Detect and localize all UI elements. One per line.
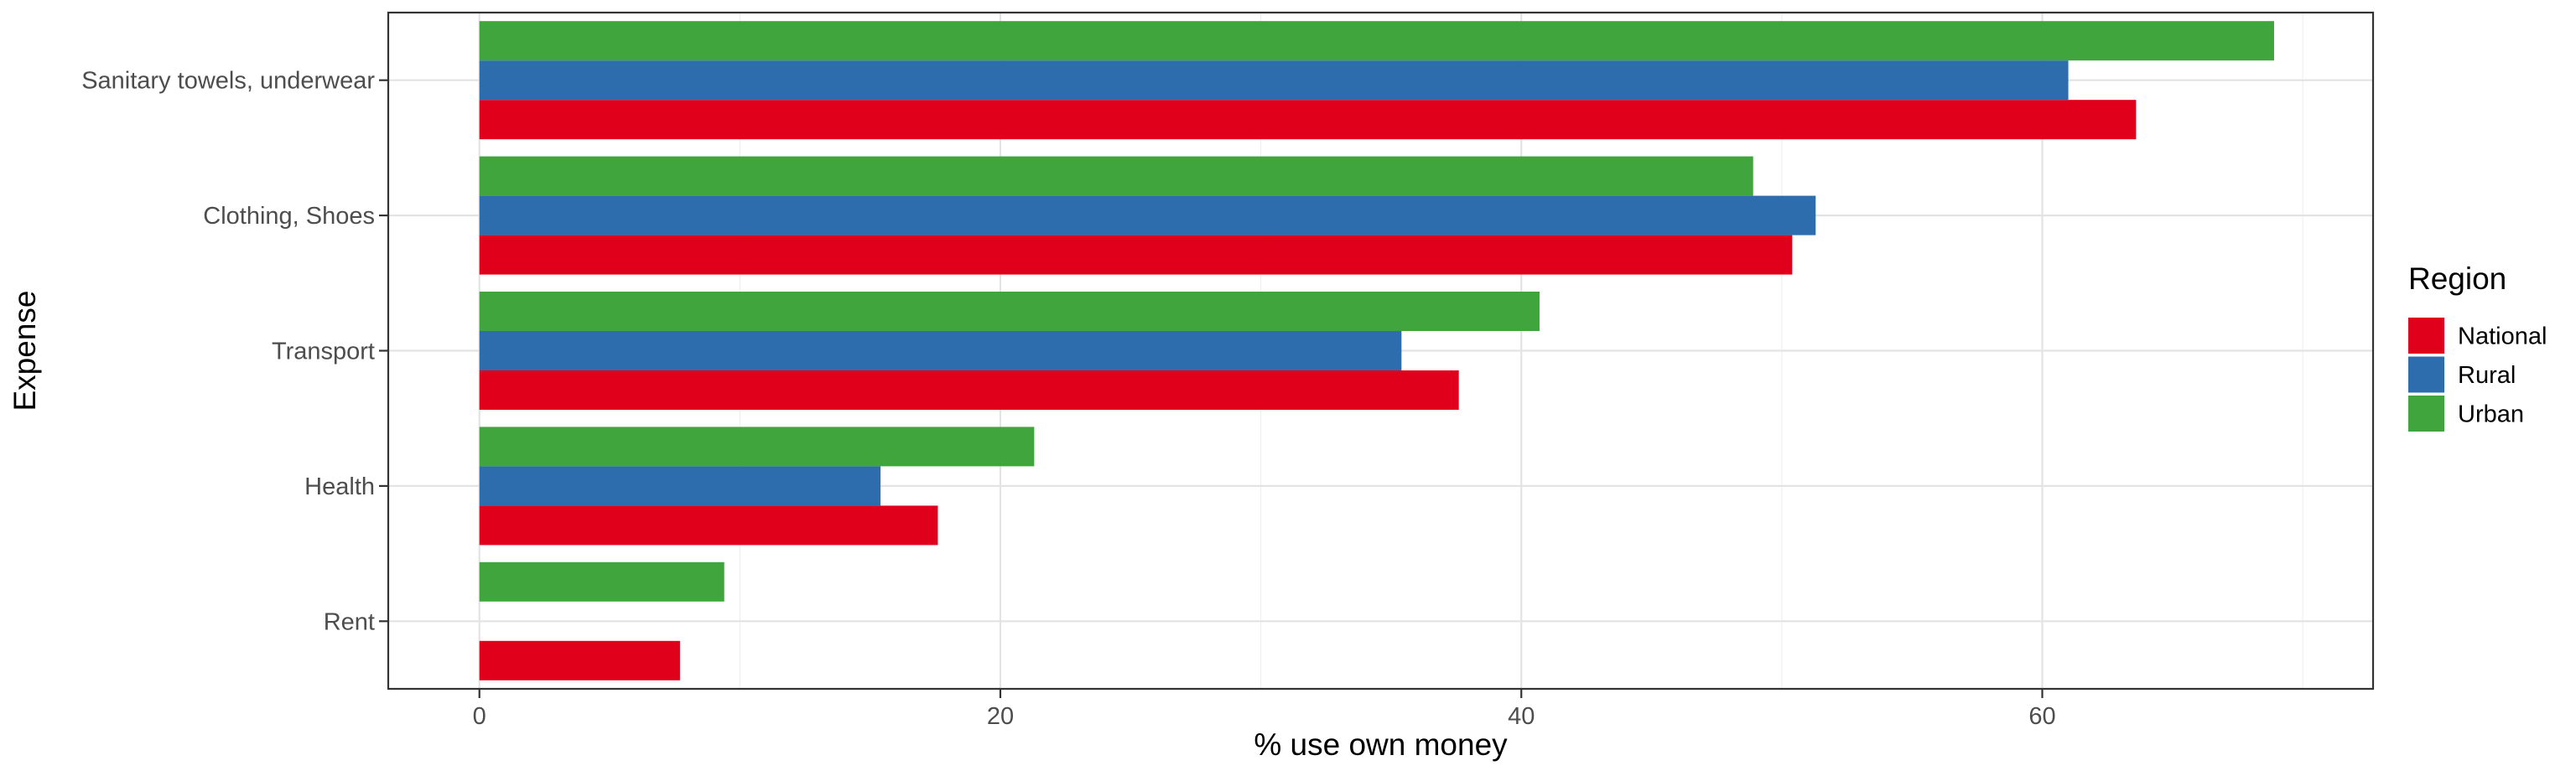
legend-label-national: National — [2458, 323, 2547, 350]
x-tick-label: 20 — [987, 703, 1014, 730]
y-tick-label: Sanitary towels, underwear — [81, 68, 375, 95]
y-tick-label: Rent — [324, 608, 375, 635]
bar-clothing-shoes-urban — [479, 156, 1753, 196]
bar-transport-national — [479, 370, 1459, 410]
legend-key-national — [2408, 318, 2444, 354]
legend-key-rural — [2408, 356, 2444, 393]
y-tick-label: Transport — [272, 339, 375, 365]
bar-transport-urban — [479, 292, 1540, 331]
y-tick-label: Health — [304, 473, 375, 500]
bar-sanitary-towels-underwear-national — [479, 100, 2137, 140]
bar-sanitary-towels-underwear-rural — [479, 60, 2069, 101]
legend: Region National Rural Urban — [2408, 261, 2547, 432]
bar-transport-rural — [479, 331, 1402, 370]
bar-sanitary-towels-underwear-urban — [479, 21, 2274, 61]
bar-health-national — [479, 505, 938, 546]
bar-rent-national — [479, 640, 680, 680]
x-tick-label: 60 — [2028, 703, 2055, 730]
x-tick-label: 0 — [473, 703, 486, 730]
y-axis: Sanitary towels, underwear Clothing, Shoe… — [81, 68, 388, 635]
bar-rent-urban — [479, 561, 724, 602]
legend-key-urban — [2408, 396, 2444, 432]
bar-clothing-shoes-national — [479, 235, 1793, 275]
legend-label-urban: Urban — [2458, 401, 2524, 428]
bar-clothing-shoes-rural — [479, 195, 1816, 235]
bar-health-rural — [479, 466, 881, 506]
legend-title: Region — [2408, 261, 2506, 296]
x-axis: 0 20 40 60 — [473, 689, 2056, 730]
bars — [479, 21, 2274, 680]
bar-health-urban — [479, 427, 1035, 467]
y-tick-label: Clothing, Shoes — [203, 203, 375, 230]
legend-label-rural: Rural — [2458, 362, 2516, 389]
x-axis-title: % use own money — [1254, 727, 1508, 762]
y-axis-title: Expense — [8, 291, 42, 411]
x-tick-label: 40 — [1508, 703, 1535, 730]
